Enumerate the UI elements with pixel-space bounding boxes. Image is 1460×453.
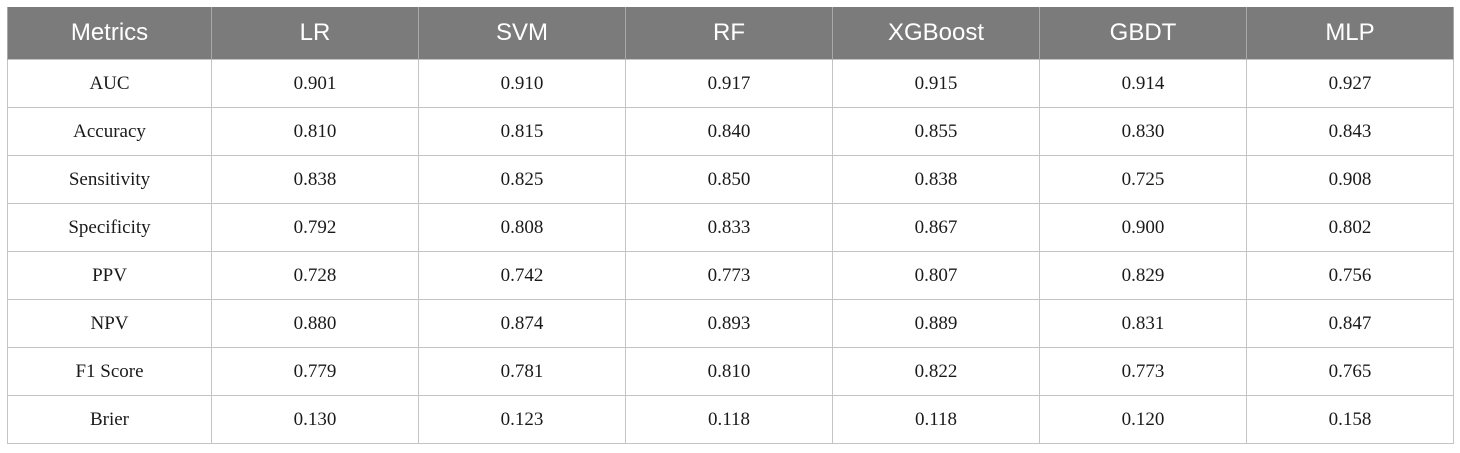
table-cell: 0.725: [1039, 155, 1247, 204]
table-row: Brier 0.130 0.123 0.118 0.118 0.120 0.15…: [7, 395, 1454, 444]
table-cell: 0.838: [832, 155, 1040, 204]
table-cell: 0.118: [625, 395, 833, 444]
table-cell: 0.915: [832, 59, 1040, 108]
table-cell: 0.130: [211, 395, 419, 444]
table-cell: 0.838: [211, 155, 419, 204]
table-cell: 0.742: [418, 251, 626, 300]
header-cell-svm: SVM: [418, 7, 626, 60]
header-cell-lr: LR: [211, 7, 419, 60]
table-cell: 0.833: [625, 203, 833, 252]
header-cell-rf: RF: [625, 7, 833, 60]
table-cell: 0.756: [1246, 251, 1454, 300]
table-cell: 0.802: [1246, 203, 1454, 252]
table-cell: 0.781: [418, 347, 626, 396]
table-cell: 0.829: [1039, 251, 1247, 300]
metric-name-cell: PPV: [7, 251, 212, 300]
metric-name-cell: F1 Score: [7, 347, 212, 396]
table-cell: 0.808: [418, 203, 626, 252]
table-cell: 0.158: [1246, 395, 1454, 444]
table-cell: 0.908: [1246, 155, 1454, 204]
header-cell-metrics: Metrics: [7, 7, 212, 60]
table-cell: 0.765: [1246, 347, 1454, 396]
table-row: Sensitivity 0.838 0.825 0.850 0.838 0.72…: [7, 155, 1454, 204]
table-cell: 0.728: [211, 251, 419, 300]
table-row: NPV 0.880 0.874 0.893 0.889 0.831 0.847: [7, 299, 1454, 348]
table-cell: 0.810: [625, 347, 833, 396]
table-cell: 0.825: [418, 155, 626, 204]
header-row: Metrics LR SVM RF XGBoost GBDT MLP: [7, 7, 1454, 60]
table-cell: 0.850: [625, 155, 833, 204]
table-row: F1 Score 0.779 0.781 0.810 0.822 0.773 0…: [7, 347, 1454, 396]
table-cell: 0.917: [625, 59, 833, 108]
table-cell: 0.831: [1039, 299, 1247, 348]
table-cell: 0.773: [1039, 347, 1247, 396]
table-cell: 0.901: [211, 59, 419, 108]
table-cell: 0.893: [625, 299, 833, 348]
table-cell: 0.874: [418, 299, 626, 348]
metric-name-cell: AUC: [7, 59, 212, 108]
table-header: Metrics LR SVM RF XGBoost GBDT MLP: [7, 7, 1454, 60]
table-cell: 0.914: [1039, 59, 1247, 108]
metric-name-cell: Specificity: [7, 203, 212, 252]
table-cell: 0.810: [211, 107, 419, 156]
table-cell: 0.867: [832, 203, 1040, 252]
table-cell: 0.123: [418, 395, 626, 444]
metrics-table: Metrics LR SVM RF XGBoost GBDT MLP AUC 0…: [7, 7, 1454, 444]
table-cell: 0.889: [832, 299, 1040, 348]
table-cell: 0.807: [832, 251, 1040, 300]
table-cell: 0.855: [832, 107, 1040, 156]
table-row: Accuracy 0.810 0.815 0.840 0.855 0.830 0…: [7, 107, 1454, 156]
table-cell: 0.773: [625, 251, 833, 300]
table-row: PPV 0.728 0.742 0.773 0.807 0.829 0.756: [7, 251, 1454, 300]
table-cell: 0.900: [1039, 203, 1247, 252]
table-cell: 0.120: [1039, 395, 1247, 444]
metrics-table-container: Metrics LR SVM RF XGBoost GBDT MLP AUC 0…: [7, 7, 1454, 444]
table-cell: 0.830: [1039, 107, 1247, 156]
table-cell: 0.822: [832, 347, 1040, 396]
table-cell: 0.927: [1246, 59, 1454, 108]
table-row: AUC 0.901 0.910 0.917 0.915 0.914 0.927: [7, 59, 1454, 108]
metric-name-cell: Sensitivity: [7, 155, 212, 204]
metric-name-cell: NPV: [7, 299, 212, 348]
table-body: AUC 0.901 0.910 0.917 0.915 0.914 0.927 …: [7, 59, 1454, 444]
table-cell: 0.840: [625, 107, 833, 156]
table-row: Specificity 0.792 0.808 0.833 0.867 0.90…: [7, 203, 1454, 252]
metric-name-cell: Brier: [7, 395, 212, 444]
table-cell: 0.910: [418, 59, 626, 108]
table-cell: 0.843: [1246, 107, 1454, 156]
table-cell: 0.792: [211, 203, 419, 252]
header-cell-xgboost: XGBoost: [832, 7, 1040, 60]
table-cell: 0.815: [418, 107, 626, 156]
header-cell-gbdt: GBDT: [1039, 7, 1247, 60]
header-cell-mlp: MLP: [1246, 7, 1454, 60]
table-cell: 0.847: [1246, 299, 1454, 348]
table-cell: 0.880: [211, 299, 419, 348]
table-cell: 0.118: [832, 395, 1040, 444]
table-cell: 0.779: [211, 347, 419, 396]
metric-name-cell: Accuracy: [7, 107, 212, 156]
